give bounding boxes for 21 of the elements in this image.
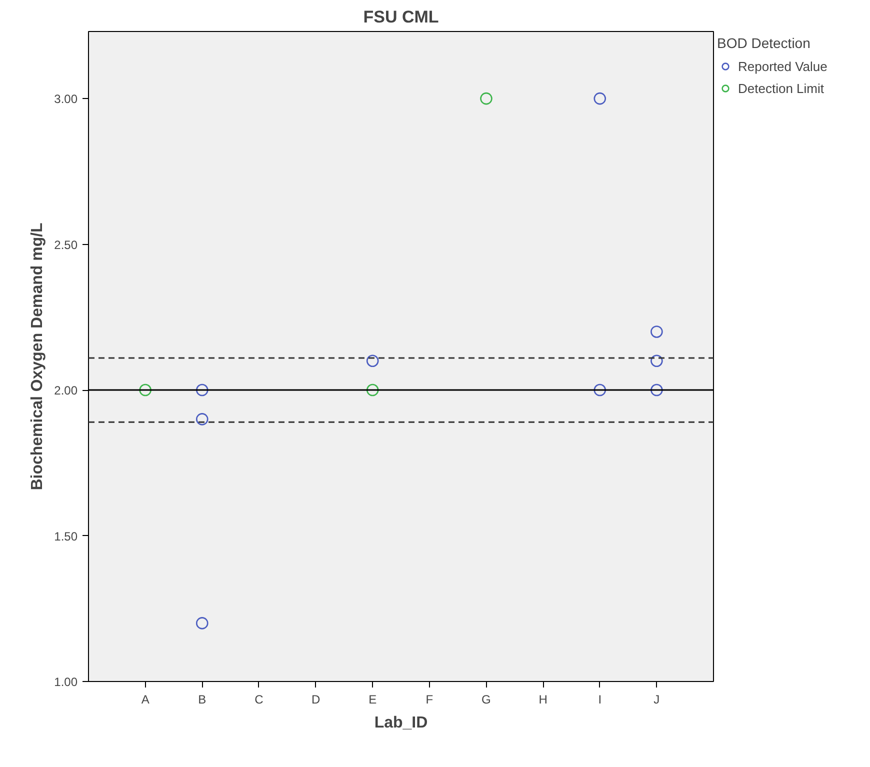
x-tick-label: H bbox=[538, 692, 548, 706]
x-tick-label: E bbox=[368, 692, 377, 706]
legend-title: BOD Detection bbox=[717, 35, 812, 51]
y-tick-label: 1.00 bbox=[54, 675, 78, 689]
legend-label: Detection Limit bbox=[738, 80, 824, 96]
x-tick-label: D bbox=[311, 692, 320, 706]
y-tick-label: 1.50 bbox=[54, 529, 78, 544]
x-tick-label: C bbox=[254, 692, 264, 706]
x-tick-label: I bbox=[598, 692, 602, 706]
legend-label: Reported Value bbox=[738, 58, 828, 74]
x-tick-label: G bbox=[482, 692, 491, 706]
y-tick-label: 2.50 bbox=[54, 238, 78, 252]
x-axis-title: Lab_ID bbox=[374, 714, 428, 732]
y-tick-label: 3.00 bbox=[54, 92, 78, 106]
x-tick-label: A bbox=[141, 692, 150, 706]
y-axis-title: Biochemical Oxygen Demand mg/L bbox=[29, 222, 46, 490]
x-tick-label: B bbox=[198, 692, 206, 706]
y-tick-label: 2.00 bbox=[54, 384, 78, 398]
x-tick-label: F bbox=[426, 692, 434, 706]
x-tick-label: J bbox=[654, 692, 660, 706]
chart-title: FSU CML bbox=[363, 8, 439, 26]
